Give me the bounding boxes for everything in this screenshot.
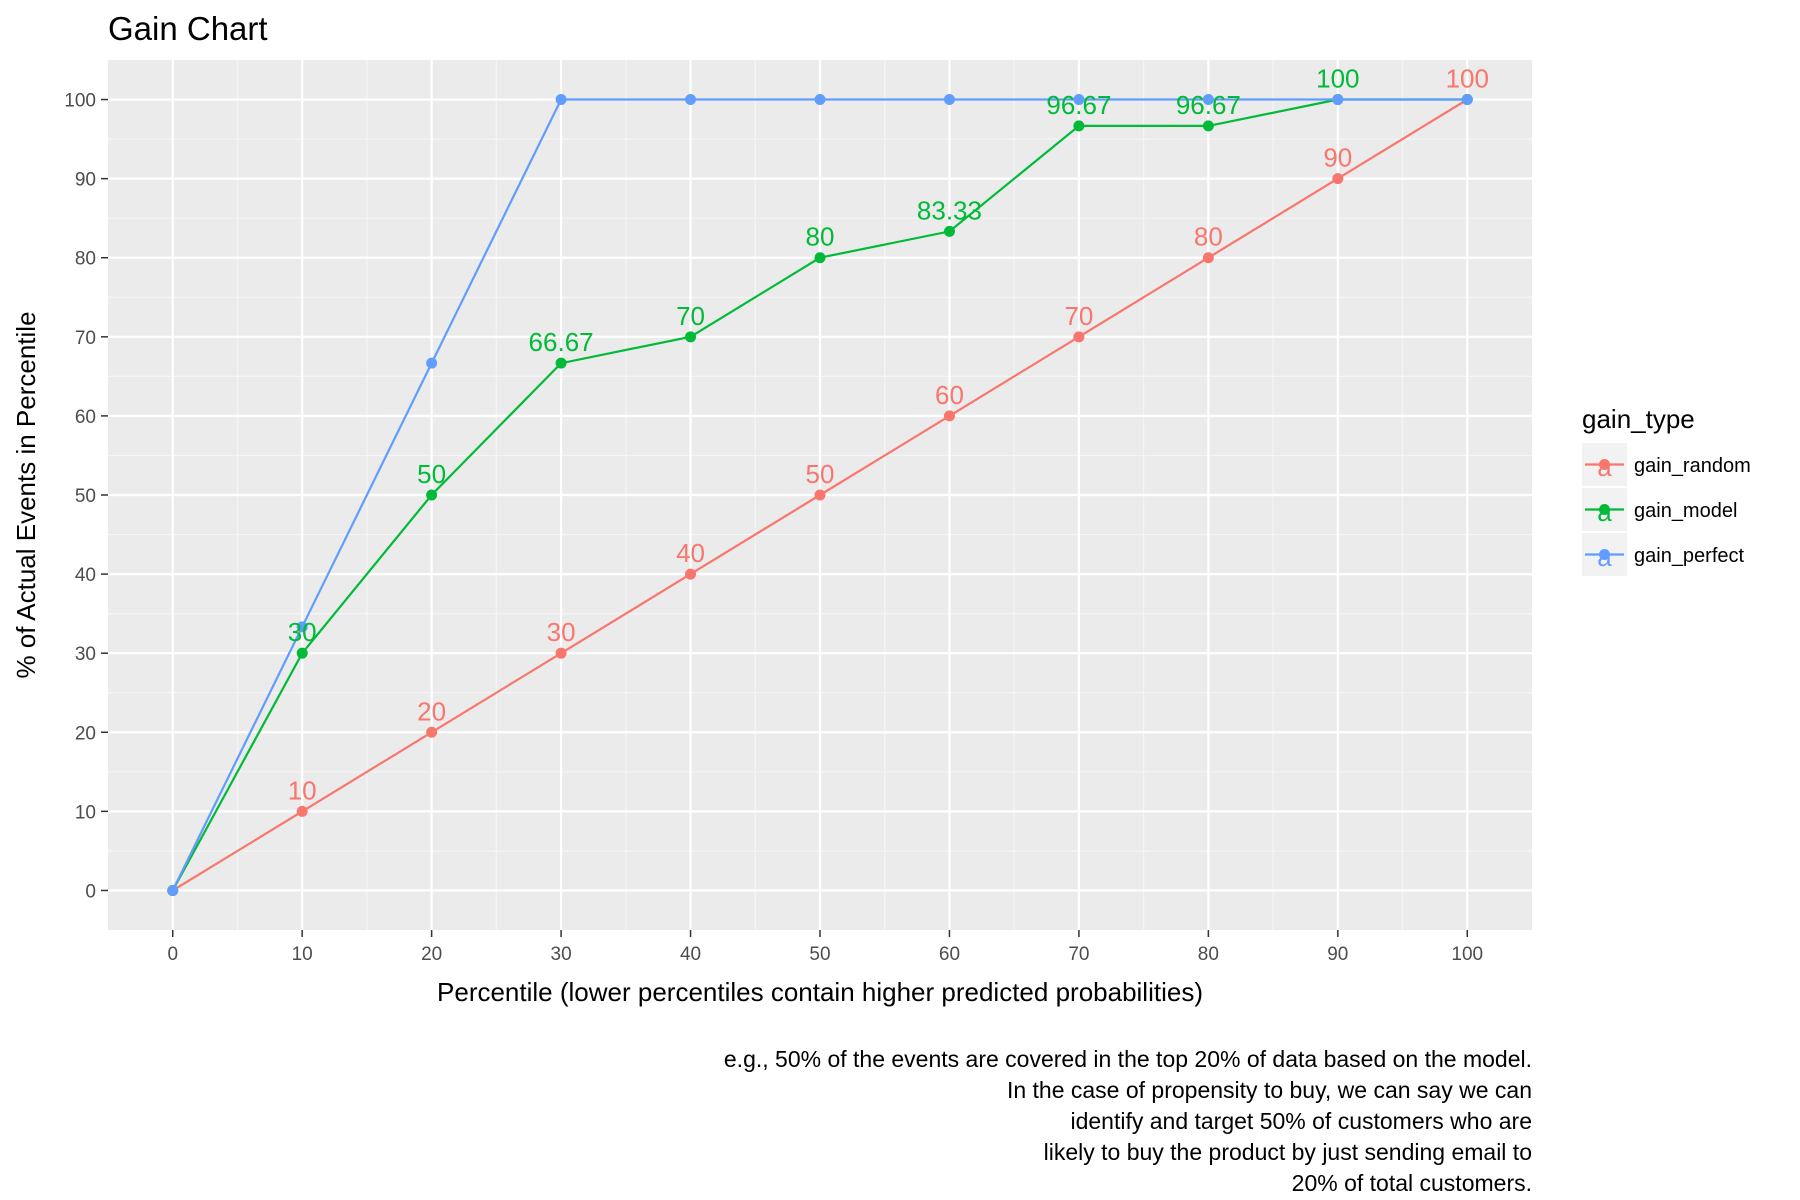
- data-label-gain_random: 20: [417, 696, 446, 726]
- data-point-gain_model: [426, 489, 438, 501]
- y-tick-label: 70: [75, 328, 96, 349]
- x-tick-label: 70: [1068, 944, 1089, 965]
- caption-line: likely to buy the product by just sendin…: [1044, 1139, 1532, 1165]
- x-tick-label: 20: [421, 944, 442, 965]
- data-label-gain_model: 66.67: [529, 327, 594, 357]
- legend-key-point: [1599, 459, 1610, 470]
- data-label-gain_random: 90: [1323, 143, 1352, 173]
- data-point-gain_random: [1332, 173, 1344, 185]
- chart-title: Gain Chart: [108, 10, 268, 47]
- x-tick-label: 90: [1327, 944, 1348, 965]
- data-point-gain_perfect: [426, 357, 438, 369]
- y-axis-title: % of Actual Events in Percentile: [11, 311, 41, 678]
- caption-line: 20% of total customers.: [1292, 1170, 1532, 1196]
- x-tick-label: 50: [809, 944, 830, 965]
- x-tick-label: 80: [1198, 944, 1219, 965]
- axes: 0 10 20 30 40 50 60 70 80 90 100 0 10 20 30 40 50 60 70 80 9…: [64, 91, 1483, 965]
- data-label-gain_random: 60: [935, 380, 964, 410]
- data-labels: 10 20 30 40 50 60 70 80 90 100 30 50 66.67 70 80 83.33 9…: [288, 64, 1489, 806]
- y-tick-label: 100: [64, 91, 96, 112]
- data-point-gain_random: [685, 568, 697, 580]
- data-label-gain_model: 70: [676, 301, 705, 331]
- data-point-gain_perfect: [167, 884, 179, 896]
- data-point-gain_model: [943, 225, 955, 237]
- data-point-gain_perfect: [555, 94, 567, 106]
- data-point-gain_model: [555, 357, 567, 369]
- legend-label-gain_perfect: gain_perfect: [1634, 545, 1745, 567]
- legend-key-glyph: a: [1597, 497, 1612, 527]
- data-point-gain_perfect: [1202, 94, 1214, 106]
- x-tick-label: 0: [167, 944, 178, 965]
- data-label-gain_model: 80: [806, 222, 835, 252]
- data-label-gain_model: 100: [1316, 64, 1359, 94]
- data-label-gain_random: 50: [806, 459, 835, 489]
- data-point-gain_random: [1073, 331, 1085, 343]
- data-point-gain_perfect: [1332, 94, 1344, 106]
- legend-key-glyph: a: [1597, 452, 1612, 482]
- legend-key-glyph: a: [1597, 542, 1612, 572]
- series-layer: [167, 94, 1473, 896]
- data-label-gain_model: 50: [417, 459, 446, 489]
- y-tick-label: 40: [75, 565, 96, 586]
- caption-line: e.g., 50% of the events are covered in t…: [724, 1046, 1532, 1072]
- caption: e.g., 50% of the events are covered in t…: [724, 1046, 1532, 1196]
- x-tick-label: 10: [292, 944, 313, 965]
- data-label-gain_random: 80: [1194, 222, 1223, 252]
- legend-key-point: [1599, 549, 1610, 560]
- data-point-gain_perfect: [1461, 94, 1473, 106]
- legend-key-point: [1599, 504, 1610, 515]
- y-tick-label: 20: [75, 723, 96, 744]
- data-label-gain_random: 10: [288, 775, 317, 805]
- data-point-gain_perfect: [685, 94, 697, 106]
- data-label-gain_random: 30: [547, 617, 576, 647]
- data-point-gain_model: [1073, 120, 1085, 132]
- data-point-gain_random: [555, 647, 567, 659]
- data-point-gain_model: [296, 647, 308, 659]
- data-label-gain_model: 96.67: [1046, 90, 1111, 120]
- y-tick-label: 50: [75, 486, 96, 507]
- data-point-gain_perfect: [296, 621, 308, 633]
- data-label-gain_model: 96.67: [1176, 90, 1241, 120]
- data-point-gain_model: [814, 252, 826, 264]
- data-label-gain_random: 40: [676, 538, 705, 568]
- data-point-gain_random: [426, 726, 438, 738]
- x-tick-label: 100: [1451, 944, 1483, 965]
- y-tick-label: 30: [75, 644, 96, 665]
- y-tick-label: 60: [75, 407, 96, 428]
- y-tick-label: 0: [85, 881, 96, 902]
- data-point-gain_random: [1202, 252, 1214, 264]
- data-label-gain_random: 70: [1064, 301, 1093, 331]
- data-point-gain_random: [814, 489, 826, 501]
- legend-title: gain_type: [1582, 404, 1695, 434]
- data-label-gain_model: 30: [288, 617, 317, 647]
- x-tick-label: 30: [551, 944, 572, 965]
- data-point-gain_perfect: [943, 94, 955, 106]
- data-point-gain_model: [685, 331, 697, 343]
- y-tick-label: 10: [75, 802, 96, 823]
- data-point-gain_random: [296, 805, 308, 817]
- data-point-gain_perfect: [1073, 94, 1085, 106]
- x-tick-label: 40: [680, 944, 701, 965]
- legend-label-gain_random: gain_random: [1634, 455, 1751, 477]
- x-tick-label: 60: [939, 944, 960, 965]
- legend-label-gain_model: gain_model: [1634, 500, 1737, 522]
- data-label-gain_random: 100: [1446, 64, 1489, 94]
- data-point-gain_random: [943, 410, 955, 422]
- y-tick-label: 90: [75, 170, 96, 191]
- caption-line: identify and target 50% of customers who…: [1070, 1108, 1532, 1134]
- data-point-gain_perfect: [814, 94, 826, 106]
- data-point-gain_model: [1202, 120, 1214, 132]
- x-axis-title: Percentile (lower percentiles contain hi…: [437, 977, 1203, 1007]
- caption-line: In the case of propensity to buy, we can…: [1007, 1077, 1532, 1103]
- data-label-gain_model: 83.33: [917, 195, 982, 225]
- y-tick-label: 80: [75, 249, 96, 270]
